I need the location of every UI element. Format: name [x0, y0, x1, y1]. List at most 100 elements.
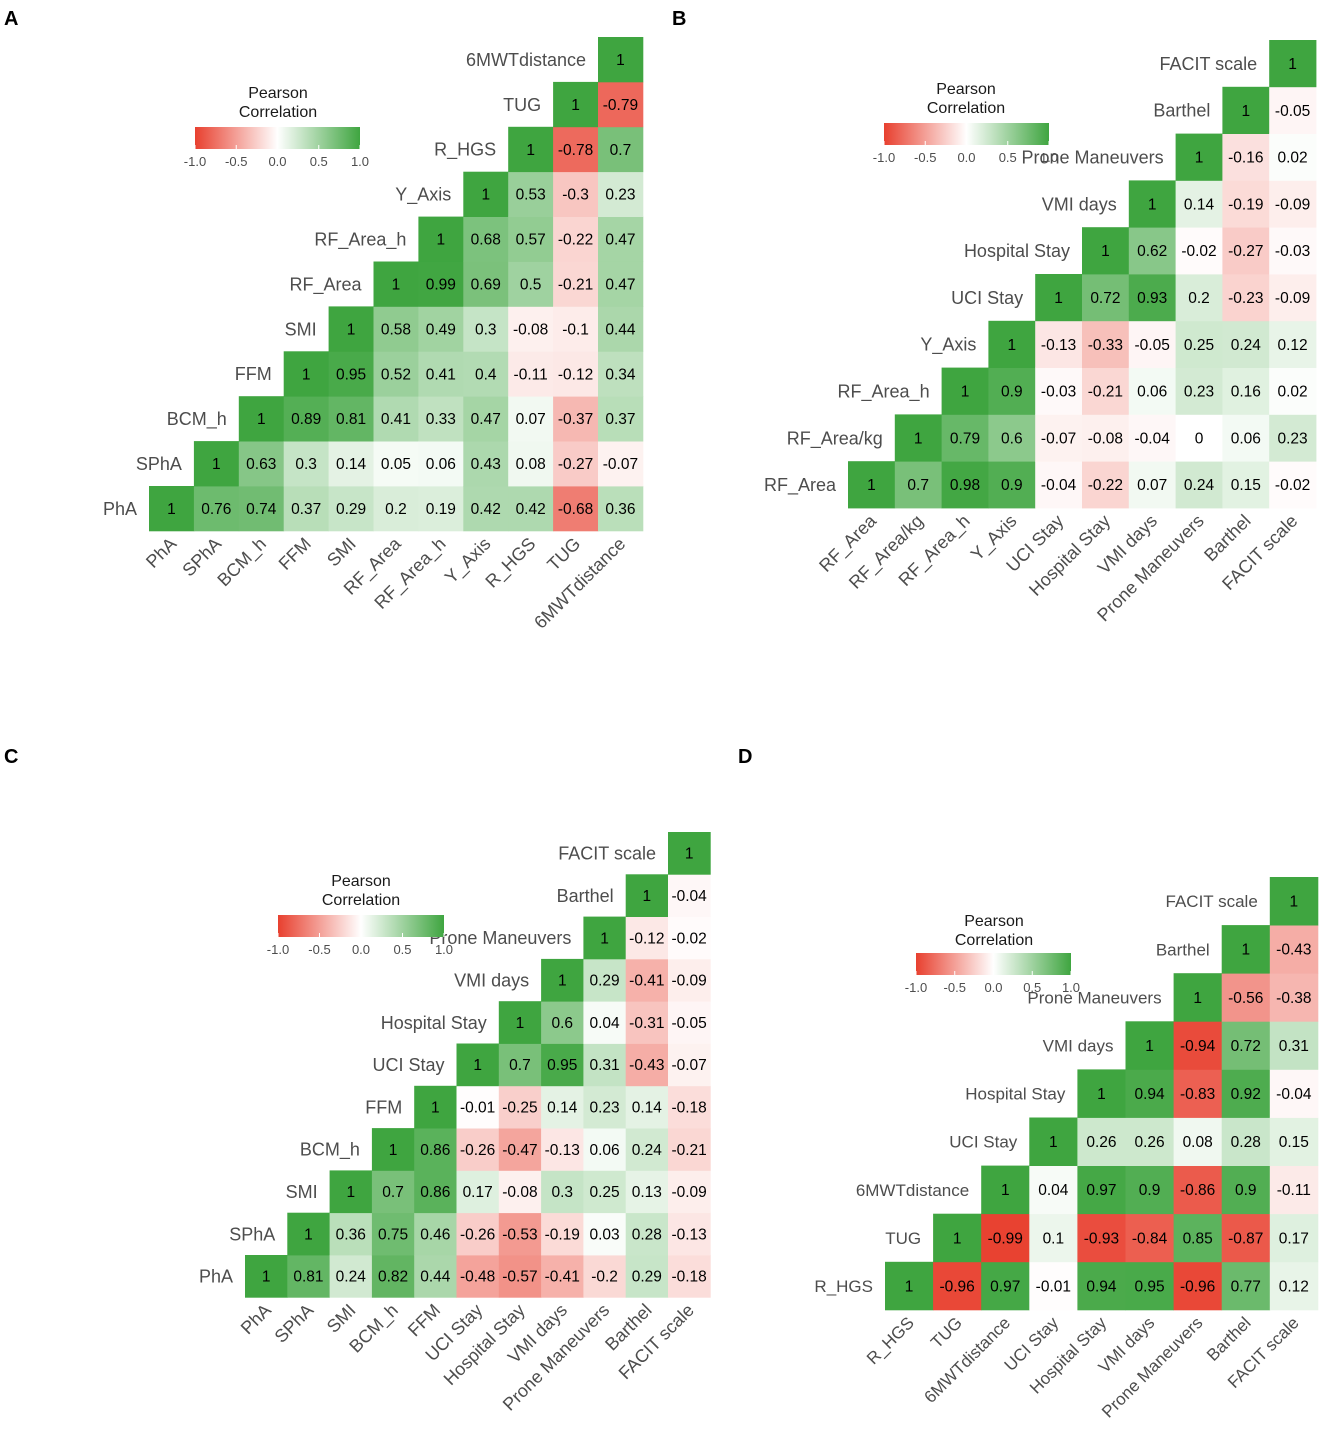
legend: Pearson Correlation -1.0 -0.5 0.0 0.5 1.0 [184, 85, 369, 169]
heatmap-cell [463, 216, 509, 262]
cell-value-label: 1 [1241, 103, 1250, 120]
heatmap-cell [1269, 414, 1317, 462]
cell-value-label: 0.02 [1278, 150, 1308, 167]
heatmap-cell [1269, 274, 1317, 322]
heatmap-cell [1269, 320, 1317, 368]
cell-value-label: 0.92 [1231, 1086, 1261, 1103]
heatmap-cell [498, 1043, 542, 1087]
cell-value-label: 0.37 [291, 501, 321, 518]
heatmap-cell [885, 1261, 934, 1311]
heatmap-cell [193, 486, 240, 532]
panel-c: C 1 0.81 1 0.24 0.36 1 0.82 0.75 0.7 1 0.44 0.46 0.86… [4, 746, 711, 1415]
heatmap-cell [418, 486, 464, 532]
heatmap-cell [1222, 274, 1270, 322]
cell-value-label: 1 [302, 366, 311, 383]
y-axis-tick-label: Hospital Stay [381, 1013, 487, 1033]
heatmap-cell [1175, 180, 1223, 228]
heatmap-cell [238, 396, 285, 442]
legend-tick-label: 1.0 [1040, 150, 1058, 165]
legend-tick-label: 0.0 [352, 942, 370, 957]
cell-value-label: 0.9 [1001, 477, 1023, 494]
heatmap-cell [1221, 1165, 1271, 1215]
cell-value-label: 1 [616, 52, 625, 69]
panel-a: A 1 0.76 1 0.74 0.63 1 0.37 0.3 0.89 1 0.29 0.14 0.81… [4, 8, 644, 633]
cell-value-label: 0.86 [420, 1184, 450, 1201]
legend-tick-label: -1.0 [267, 942, 289, 957]
y-axis-tick-label: Y_Axis [920, 335, 976, 356]
cell-value-label: 0.14 [632, 1100, 663, 1117]
heatmap-cell [941, 414, 989, 462]
heatmap-cell [668, 916, 711, 960]
cell-value-label: 0.82 [378, 1269, 408, 1286]
heatmap-cell [541, 1212, 584, 1256]
heatmap-cell [329, 1170, 373, 1214]
cell-value-label: -0.93 [1084, 1230, 1119, 1247]
heatmap-cell [463, 351, 509, 397]
heatmap-cell [941, 461, 989, 509]
heatmap-cell [1035, 414, 1083, 462]
cell-value-label: -0.78 [558, 142, 593, 159]
heatmap-cell [418, 351, 464, 397]
cell-value-label: 0.08 [1183, 1134, 1213, 1151]
legend-tick-label: 1.0 [435, 942, 453, 957]
cell-value-label: 0.14 [547, 1100, 578, 1117]
cell-value-label: 0.47 [471, 411, 501, 428]
heatmap-cell [1222, 86, 1270, 134]
cell-value-label: 0.68 [471, 232, 501, 249]
x-axis-tick-label: SMI [323, 534, 360, 571]
cell-value-label: 1 [1193, 990, 1202, 1007]
cell-value-label: 0.47 [605, 232, 635, 249]
panel-label: C [4, 746, 18, 768]
y-axis-tick-label: SPhA [229, 1224, 275, 1244]
cell-value-label: 0.9 [1139, 1182, 1161, 1199]
heatmap-cell [1173, 1117, 1223, 1166]
cell-value-label: -0.31 [629, 1015, 664, 1032]
cell-value-label: 1 [212, 456, 221, 473]
cell-value-label: -0.18 [671, 1269, 706, 1286]
heatmap-cell [1125, 1261, 1174, 1311]
heatmap-cell [1269, 86, 1317, 134]
cell-value-label: 0.08 [516, 456, 546, 473]
cell-value-label: 0.31 [589, 1057, 619, 1074]
cell-value-label: 0.74 [246, 501, 277, 518]
cell-value-label: 0.95 [336, 366, 366, 383]
y-axis-tick-label: RF_Area_h [838, 381, 930, 402]
cell-value-label: -0.87 [1228, 1230, 1263, 1247]
cell-value-label: -0.11 [1277, 1182, 1311, 1199]
cell-value-label: 0.14 [1184, 196, 1215, 213]
cell-value-label: -0.43 [1276, 942, 1311, 959]
cell-value-label: 1 [389, 1142, 398, 1159]
cell-value-label: 0.23 [589, 1100, 619, 1117]
heatmap-cell [668, 874, 711, 917]
cell-value-label: 0.97 [990, 1278, 1020, 1295]
heatmap-cell [598, 351, 644, 397]
y-axis-tick-label: Prone Maneuvers [429, 928, 571, 948]
cell-value-label: -0.01 [460, 1100, 495, 1117]
heatmap-cell [541, 958, 584, 1002]
panel-label: A [4, 8, 18, 30]
heatmap-cell [598, 171, 644, 217]
legend-title: Pearson [248, 85, 308, 102]
cell-value-label: 0.81 [293, 1269, 323, 1286]
cell-value-label: -0.48 [460, 1269, 495, 1286]
heatmap-cell [1269, 227, 1317, 275]
cell-value-label: 0.23 [1278, 430, 1308, 447]
heatmap-cell [1173, 1213, 1223, 1263]
cell-value-label: -0.21 [558, 277, 593, 294]
heatmap-cell [1221, 1261, 1271, 1311]
heatmap-cell [553, 216, 599, 262]
cell-value-label: -0.21 [671, 1142, 706, 1159]
legend-tick-label: 0.5 [393, 942, 411, 957]
heatmap-cell [1173, 1021, 1223, 1070]
cell-value-label: 0.44 [605, 321, 636, 338]
cell-value-label: 1 [167, 501, 176, 518]
heatmap-cell [414, 1128, 457, 1171]
cell-value-label: -0.02 [1275, 477, 1310, 494]
y-axis-tick-label: VMI days [1042, 194, 1117, 214]
cell-value-label: 0.89 [291, 411, 321, 428]
cell-value-label: 0.7 [610, 142, 632, 159]
cell-value-label: 1 [1195, 150, 1204, 167]
cell-value-label: 0.52 [381, 366, 411, 383]
legend: Pearson Correlation -1.0 -0.5 0.0 0.5 1.0 [905, 913, 1080, 995]
heatmap-cell [1128, 367, 1176, 415]
